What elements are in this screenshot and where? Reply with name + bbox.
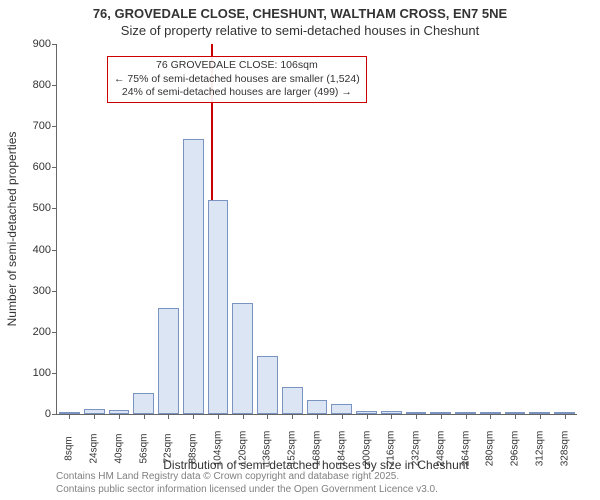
footer-line1: Contains HM Land Registry data © Crown c… (56, 471, 438, 484)
y-tick-label: 200 (17, 326, 51, 338)
x-tick-label: 296sqm (510, 431, 521, 467)
histogram-bar (331, 404, 352, 414)
x-tick-mark (342, 414, 343, 419)
x-tick-mark (565, 414, 566, 419)
y-tick-label: 0 (17, 408, 51, 420)
y-tick-label: 600 (17, 161, 51, 173)
plot-area: 76 GROVEDALE CLOSE: 106sqm ← 75% of semi… (56, 44, 577, 415)
y-tick-mark (52, 250, 57, 251)
x-axis-label: Distribution of semi-detached houses by … (163, 458, 469, 472)
y-tick-mark (52, 332, 57, 333)
y-tick-label: 700 (17, 120, 51, 132)
histogram-bar (307, 400, 328, 414)
plot-region: Number of semi-detached properties 76 GR… (56, 44, 576, 414)
callout-line3: 24% of semi-detached houses are larger (… (114, 86, 360, 100)
y-tick-label: 300 (17, 285, 51, 297)
title-line1: 76, GROVEDALE CLOSE, CHESHUNT, WALTHAM C… (0, 0, 600, 21)
y-tick-label: 500 (17, 202, 51, 214)
x-tick-label: 56sqm (138, 433, 149, 463)
y-tick-mark (52, 291, 57, 292)
y-tick-label: 100 (17, 367, 51, 379)
x-tick-mark (193, 414, 194, 419)
histogram-bar (282, 387, 303, 414)
y-tick-mark (52, 167, 57, 168)
x-tick-mark (317, 414, 318, 419)
x-tick-label: 280sqm (485, 431, 496, 467)
y-tick-mark (52, 126, 57, 127)
x-tick-mark (94, 414, 95, 419)
chart-container: 76, GROVEDALE CLOSE, CHESHUNT, WALTHAM C… (0, 0, 600, 500)
x-tick-mark (69, 414, 70, 419)
histogram-bar (232, 303, 253, 414)
x-tick-mark (490, 414, 491, 419)
x-tick-mark (367, 414, 368, 419)
y-tick-mark (52, 414, 57, 415)
x-tick-mark (466, 414, 467, 419)
x-tick-label: 312sqm (534, 431, 545, 467)
callout-line2: ← 75% of semi-detached houses are smalle… (114, 73, 360, 87)
y-tick-label: 800 (17, 79, 51, 91)
y-tick-mark (52, 208, 57, 209)
x-tick-mark (144, 414, 145, 419)
x-tick-label: 8sqm (64, 436, 75, 460)
y-tick-mark (52, 44, 57, 45)
x-tick-mark (391, 414, 392, 419)
x-tick-label: 40sqm (113, 433, 124, 463)
x-tick-mark (540, 414, 541, 419)
y-tick-label: 900 (17, 38, 51, 50)
y-tick-mark (52, 373, 57, 374)
x-tick-label: 328sqm (559, 431, 570, 467)
histogram-bar (133, 393, 154, 414)
x-tick-mark (243, 414, 244, 419)
x-tick-mark (168, 414, 169, 419)
histogram-bar (158, 308, 179, 414)
callout-line1: 76 GROVEDALE CLOSE: 106sqm (114, 59, 360, 73)
footer-line2: Contains public sector information licen… (56, 484, 438, 497)
title-line2: Size of property relative to semi-detach… (0, 21, 600, 42)
y-tick-mark (52, 85, 57, 86)
histogram-bar (208, 200, 229, 414)
x-tick-mark (416, 414, 417, 419)
callout-box: 76 GROVEDALE CLOSE: 106sqm ← 75% of semi… (107, 56, 367, 103)
footer: Contains HM Land Registry data © Crown c… (56, 471, 438, 496)
x-tick-mark (218, 414, 219, 419)
y-tick-label: 400 (17, 244, 51, 256)
x-tick-mark (292, 414, 293, 419)
histogram-bar (183, 139, 204, 414)
x-tick-mark (119, 414, 120, 419)
x-tick-mark (515, 414, 516, 419)
histogram-bar (257, 356, 278, 414)
x-tick-label: 24sqm (89, 433, 100, 463)
x-tick-mark (441, 414, 442, 419)
x-tick-mark (267, 414, 268, 419)
